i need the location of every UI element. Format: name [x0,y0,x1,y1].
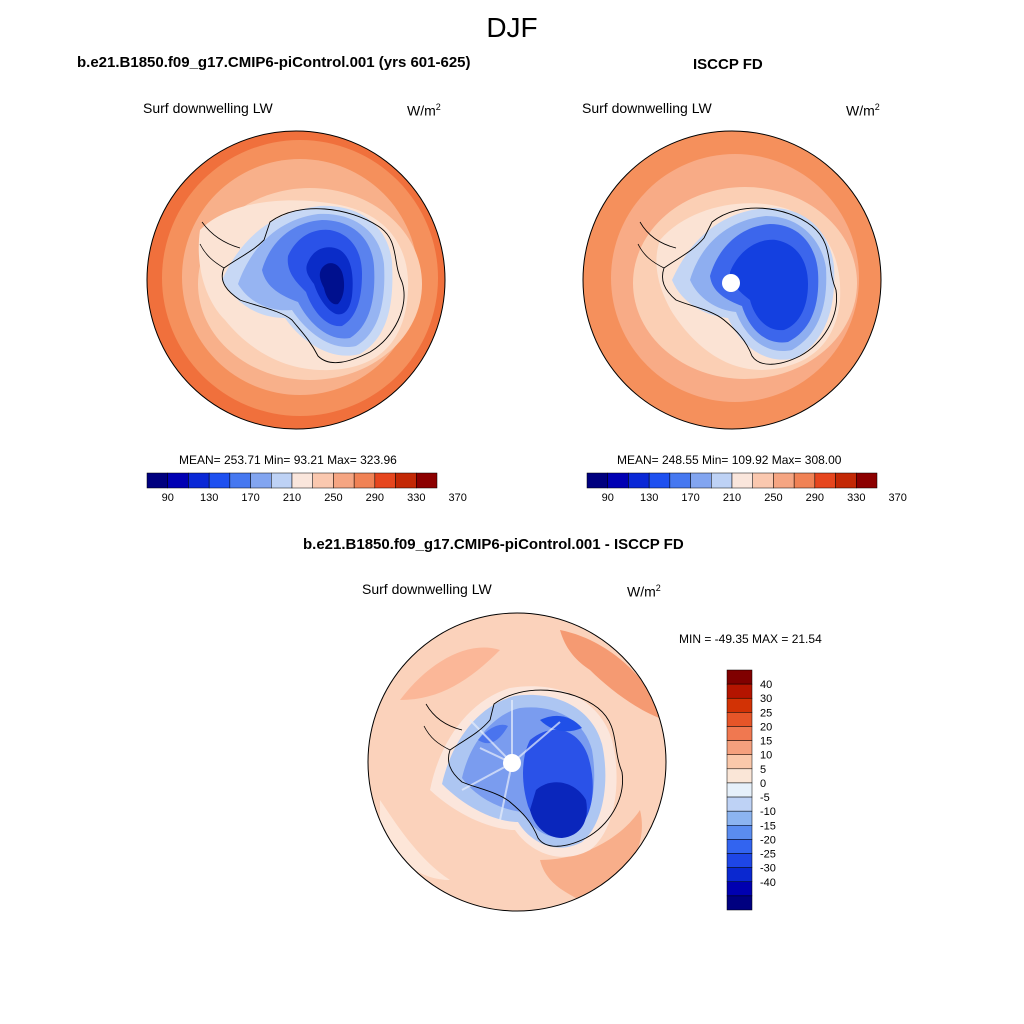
colorbar-swatch [814,472,836,489]
colorbar-tick-label: 370 [889,492,907,504]
colorbar-swatch [726,895,753,911]
colorbar-swatch [773,472,795,489]
colorbar-tick-label: 10 [760,750,772,762]
colorbar-tick-label: -10 [760,806,776,818]
panel-1-stats: MEAN= 253.71 Min= 93.21 Max= 323.96 [179,453,397,467]
panel-2-units: W/m2 [846,102,880,119]
colorbar-tick-label: 290 [366,492,384,504]
colorbar-tick-label: 20 [760,721,772,733]
colorbar-swatch [690,472,712,489]
colorbar-swatch [374,472,396,489]
colorbar-swatch [726,697,753,713]
colorbar-swatch [835,472,857,489]
colorbar-swatch [726,881,753,897]
difference-colorbar: 40 30 25 20 15 10 5 0 -5 -10 -15 -20 -25 -30 -40 [726,669,776,911]
model-colorbar: 90 130 170 210 250 290 330 370 [146,472,467,504]
colorbar-tick-label: 250 [324,492,342,504]
colorbar-swatch [312,472,334,489]
panel-2-title: ISCCP FD [693,56,763,73]
colorbar-swatch [793,472,816,489]
colorbar-swatch [726,810,753,826]
colorbar-swatch [291,472,313,489]
colorbar-swatch [416,472,438,489]
colorbar-swatch [726,853,753,868]
colorbar-swatch [711,472,733,489]
panel-3-title: b.e21.B1850.f09_g17.CMIP6-piControl.001 … [303,536,684,553]
colorbar-swatch [726,825,753,840]
colorbar-swatch [726,768,753,784]
colorbar-swatch [607,472,629,489]
colorbar-swatch [188,472,210,489]
isccp-polar-map [582,130,882,430]
colorbar-tick-label: -40 [760,877,776,889]
isccp-colorbar: 90 130 170 210 250 290 330 370 [586,472,907,504]
colorbar-swatch [669,472,691,489]
colorbar-tick-label: 30 [760,693,772,705]
colorbar-tick-label: 130 [200,492,218,504]
colorbar-tick-label: 0 [760,778,766,790]
panel-3-variable: Surf downwelling LW [362,581,492,597]
colorbar-swatch [250,472,272,489]
colorbar-tick-label: 290 [806,492,824,504]
colorbar-swatch [648,472,671,489]
panel-2-variable: Surf downwelling LW [582,100,712,116]
colorbar-tick-label: 370 [449,492,467,504]
difference-polar-map [367,612,667,912]
panel-1-units: W/m2 [407,102,441,119]
colorbar-swatch [856,472,878,489]
colorbar-tick-label: 40 [760,679,772,691]
colorbar-swatch [146,472,168,489]
colorbar-swatch [271,472,293,489]
colorbar-swatch [229,472,251,489]
colorbar-tick-label: -15 [760,820,776,832]
colorbar-tick-label: -20 [760,834,776,846]
colorbar-tick-label: 15 [760,736,772,748]
colorbar-tick-label: 170 [681,492,699,504]
colorbar-swatch [586,472,608,489]
colorbar-tick-label: 25 [760,707,772,719]
colorbar-swatch [726,867,753,883]
colorbar-swatch [726,839,753,854]
colorbar-tick-label: 5 [760,764,766,776]
colorbar-swatch [353,472,376,489]
colorbar-swatch [395,472,417,489]
panel-1-title: b.e21.B1850.f09_g17.CMIP6-piControl.001 … [77,54,471,71]
colorbar-tick-label: -30 [760,863,776,875]
colorbar-swatch [726,669,753,685]
colorbar-tick-label: 170 [241,492,259,504]
colorbar-swatch [628,472,650,489]
colorbar-tick-label: 210 [723,492,741,504]
model-polar-map [146,130,446,430]
colorbar-swatch [726,782,753,798]
panel-2-stats: MEAN= 248.55 Min= 109.92 Max= 308.00 [617,453,842,467]
colorbar-swatch [167,472,189,489]
colorbar-swatch [726,712,753,727]
colorbar-swatch [731,472,753,489]
panel-3-units: W/m2 [627,583,661,600]
colorbar-tick-label: 250 [764,492,782,504]
colorbar-tick-label: -5 [760,792,770,804]
colorbar-tick-label: 210 [283,492,301,504]
colorbar-tick-label: 330 [407,492,425,504]
season-title: DJF [486,12,538,43]
colorbar-swatch [726,683,753,699]
colorbar-swatch [726,740,753,755]
colorbar-tick-label: -25 [760,849,776,861]
colorbar-swatch [333,472,355,489]
colorbar-swatch [726,796,753,812]
colorbar-tick-label: 90 [162,492,174,504]
colorbar-swatch [208,472,231,489]
colorbar-swatch [752,472,774,489]
colorbar-tick-label: 90 [602,492,614,504]
colorbar-tick-label: 330 [847,492,865,504]
panel-1-variable: Surf downwelling LW [143,100,273,116]
panel-3-stats: MIN = -49.35 MAX = 21.54 [679,632,822,646]
colorbar-tick-label: 130 [640,492,658,504]
colorbar-swatch [726,754,753,770]
colorbar-swatch [726,726,753,741]
